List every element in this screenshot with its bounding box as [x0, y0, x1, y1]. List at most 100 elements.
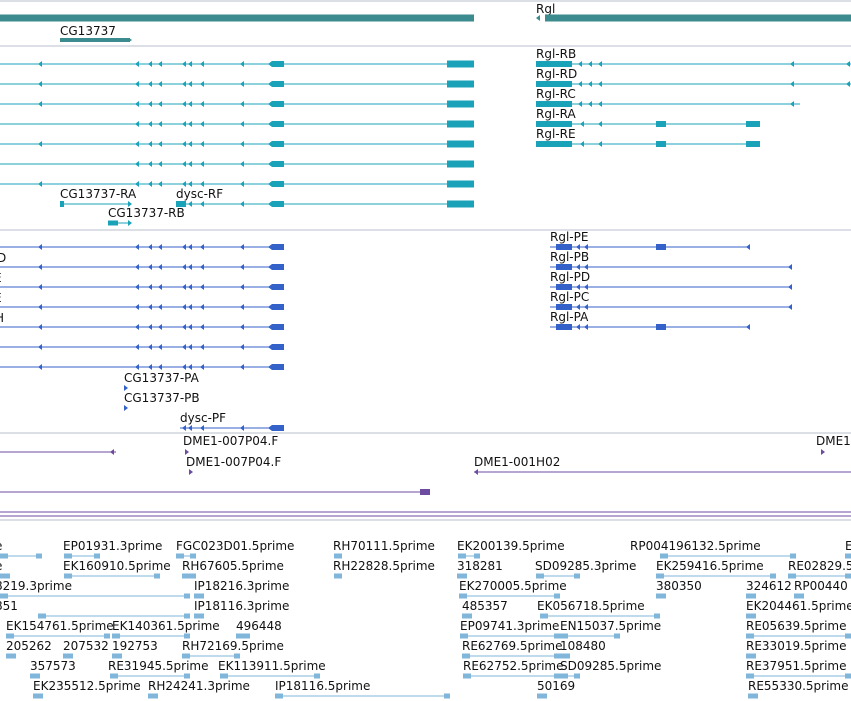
est-block[interactable]	[788, 573, 796, 579]
est-block[interactable]	[64, 573, 72, 579]
est-label[interactable]: IP18216.3prime	[194, 579, 289, 593]
est-block[interactable]	[554, 653, 560, 659]
exon-block[interactable]	[272, 81, 284, 87]
exon-block[interactable]	[656, 141, 666, 147]
exon-block[interactable]	[656, 324, 666, 330]
exon-block[interactable]	[536, 61, 572, 67]
gene-model[interactable]	[0, 14, 474, 22]
est-label[interactable]: 357573	[30, 659, 76, 673]
est-block[interactable]	[459, 593, 467, 599]
est-block[interactable]	[63, 653, 73, 659]
protein-label[interactable]: H	[0, 311, 4, 325]
gene-model[interactable]	[60, 38, 130, 42]
est-block[interactable]	[64, 553, 72, 559]
clone-label[interactable]: DME1-001H02	[474, 455, 560, 469]
exon-block[interactable]	[272, 201, 284, 207]
est-label[interactable]: RE55330.5prime	[748, 679, 849, 693]
protein-label[interactable]: Rgl-PB	[550, 250, 589, 264]
est-label[interactable]: 50169	[537, 679, 575, 693]
est-block[interactable]	[654, 613, 660, 619]
est-label[interactable]: 324612	[746, 579, 792, 593]
est-block[interactable]	[463, 673, 471, 679]
exon-block[interactable]	[272, 181, 284, 187]
est-label[interactable]: 207532	[63, 639, 109, 653]
est-label[interactable]: EK154761.5prime	[6, 619, 114, 633]
est-label[interactable]: EK200139.5prime	[457, 539, 565, 553]
est-label[interactable]: FGC023D01.5prime	[176, 539, 294, 553]
est-block[interactable]	[184, 633, 190, 639]
est-label[interactable]: RH67605.5prime	[182, 559, 284, 573]
est-label[interactable]: RE02829.5	[788, 559, 851, 573]
est-block[interactable]	[574, 673, 580, 679]
exon-block[interactable]	[272, 161, 284, 167]
exon-block[interactable]	[272, 61, 284, 67]
est-block[interactable]	[336, 553, 342, 559]
est-block[interactable]	[194, 613, 204, 619]
exon-block[interactable]	[272, 121, 284, 127]
est-label[interactable]: EN15037.5prime	[560, 619, 661, 633]
est-block[interactable]	[746, 633, 754, 639]
est-label[interactable]: RH24241.3prime	[148, 679, 250, 693]
est-label[interactable]: 108480	[560, 639, 606, 653]
exon-block[interactable]	[272, 101, 284, 107]
exon-block[interactable]	[746, 141, 760, 147]
clone-block[interactable]	[420, 489, 430, 495]
est-block[interactable]	[38, 613, 46, 619]
transcript-label[interactable]: Rgl-RE	[536, 127, 576, 141]
exon-block[interactable]	[447, 120, 474, 128]
transcript-label[interactable]: Rgl-RB	[536, 47, 576, 61]
exon-block[interactable]	[447, 200, 474, 208]
est-label[interactable]: RE31945.5prime	[108, 659, 209, 673]
est-label[interactable]: EP09741.3prime	[460, 619, 559, 633]
est-block[interactable]	[314, 673, 320, 679]
est-block[interactable]	[790, 553, 796, 559]
est-block[interactable]	[182, 653, 190, 659]
est-block[interactable]	[474, 553, 480, 559]
est-label[interactable]: RP00440	[794, 579, 848, 593]
est-block[interactable]	[845, 573, 851, 579]
est-block[interactable]	[244, 633, 250, 639]
est-block[interactable]	[560, 653, 570, 659]
exon-block[interactable]	[536, 81, 572, 87]
est-block[interactable]	[845, 673, 851, 679]
protein-label[interactable]: Rgl-PE	[550, 230, 588, 244]
est-label[interactable]: EP01931.3prime	[63, 539, 162, 553]
est-block[interactable]	[574, 573, 580, 579]
est-block[interactable]	[746, 593, 756, 599]
est-block[interactable]	[746, 613, 756, 619]
est-label[interactable]: EK270005.5prime	[459, 579, 567, 593]
est-block[interactable]	[33, 693, 43, 699]
est-block[interactable]	[236, 633, 244, 639]
est-block[interactable]	[336, 573, 342, 579]
exon-block[interactable]	[447, 100, 474, 108]
exon-block[interactable]	[272, 304, 284, 310]
est-label[interactable]: RE37951.5prime	[746, 659, 847, 673]
exon-block[interactable]	[447, 60, 474, 68]
est-label[interactable]: EK056718.5prime	[537, 599, 645, 613]
est-label[interactable]: e	[0, 539, 2, 553]
est-label[interactable]: E	[845, 539, 851, 553]
est-block[interactable]	[190, 573, 196, 579]
est-block[interactable]	[457, 573, 467, 579]
exon-block[interactable]	[447, 160, 474, 168]
est-block[interactable]	[112, 633, 120, 639]
exon-block[interactable]	[656, 121, 666, 127]
transcript-label[interactable]: CG13737-RA	[60, 187, 137, 201]
est-block[interactable]	[794, 593, 804, 599]
clone-label[interactable]: DME1-007P04.F	[186, 455, 281, 469]
est-block[interactable]	[275, 693, 283, 699]
transcript-label[interactable]: dysc-RF	[176, 187, 223, 201]
gene-label[interactable]: Rgl	[536, 2, 555, 16]
exon-block[interactable]	[272, 141, 284, 147]
est-label[interactable]: RH72169.5prime	[182, 639, 284, 653]
exon-block[interactable]	[60, 201, 64, 207]
est-label[interactable]: RE33019.5prime	[746, 639, 847, 653]
est-label[interactable]: SD09285.3prime	[535, 559, 636, 573]
exon-block[interactable]	[272, 425, 284, 431]
exon-block[interactable]	[746, 121, 760, 127]
est-block[interactable]	[0, 593, 8, 599]
exon-block[interactable]	[272, 344, 284, 350]
est-block[interactable]	[554, 673, 560, 679]
est-label[interactable]: EK204461.5prime	[746, 599, 851, 613]
est-block[interactable]	[536, 573, 544, 579]
